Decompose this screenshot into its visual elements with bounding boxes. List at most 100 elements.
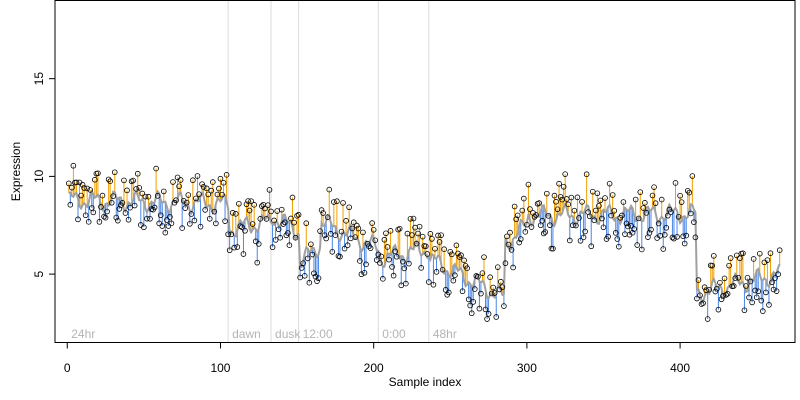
fit-segment xyxy=(297,233,322,268)
data-point xyxy=(199,181,205,187)
data-point xyxy=(508,247,515,253)
data-point xyxy=(237,223,244,229)
data-point xyxy=(255,241,262,247)
data-point xyxy=(620,199,627,205)
data-point xyxy=(380,276,386,282)
data-point xyxy=(623,220,630,227)
data-point xyxy=(479,270,486,276)
data-point xyxy=(248,198,254,204)
data-point xyxy=(220,179,227,186)
data-point xyxy=(553,198,559,205)
data-point xyxy=(352,234,359,240)
data-point xyxy=(429,236,435,242)
data-point xyxy=(764,257,771,263)
data-point xyxy=(360,229,366,236)
data-point xyxy=(432,245,438,252)
data-point xyxy=(190,177,196,184)
data-point xyxy=(315,275,322,281)
data-point xyxy=(490,284,496,291)
data-point xyxy=(628,222,634,229)
data-point xyxy=(540,230,547,237)
data-point xyxy=(111,169,118,176)
data-point xyxy=(317,228,323,234)
data-point xyxy=(712,288,719,295)
data-point xyxy=(551,192,558,199)
data-point xyxy=(494,264,501,270)
data-point xyxy=(300,260,306,266)
data-point xyxy=(239,224,245,230)
data-point xyxy=(418,265,424,271)
data-point xyxy=(422,243,429,250)
data-point xyxy=(597,197,604,204)
data-point xyxy=(211,208,218,215)
x-tick-label: 400 xyxy=(670,361,690,375)
data-point xyxy=(435,232,441,239)
data-point xyxy=(753,294,760,301)
data-point xyxy=(90,209,97,216)
fit-segment xyxy=(427,252,504,300)
data-point xyxy=(92,176,98,183)
data-point xyxy=(65,180,72,187)
data-point xyxy=(689,173,696,179)
data-point xyxy=(105,176,112,183)
data-point xyxy=(98,204,104,210)
data-point xyxy=(467,302,473,309)
data-point xyxy=(206,215,213,222)
data-point xyxy=(291,219,297,226)
data-point xyxy=(232,211,239,217)
data-point xyxy=(741,307,748,314)
data-point xyxy=(671,235,677,242)
data-point xyxy=(521,195,527,202)
data-point xyxy=(208,187,215,194)
data-point xyxy=(236,200,242,207)
data-point xyxy=(306,279,313,286)
data-point xyxy=(536,200,542,206)
y-tick-label: 15 xyxy=(32,72,46,86)
data-point xyxy=(373,257,380,263)
data-point xyxy=(514,212,521,219)
data-point xyxy=(436,239,443,245)
data-point xyxy=(677,192,683,199)
data-point xyxy=(384,244,391,250)
data-point xyxy=(116,206,123,212)
data-point xyxy=(386,256,392,263)
data-point xyxy=(377,260,383,266)
phase-label: dusk xyxy=(275,327,301,341)
x-tick-label: 300 xyxy=(517,361,537,375)
data-point xyxy=(331,199,337,205)
data-point xyxy=(433,269,440,275)
data-point xyxy=(311,270,317,277)
data-point xyxy=(485,311,492,317)
data-point xyxy=(370,227,377,233)
data-point xyxy=(542,229,549,235)
data-point xyxy=(271,217,277,224)
data-point xyxy=(550,245,556,252)
data-point xyxy=(121,177,127,184)
data-point xyxy=(588,243,595,250)
data-point xyxy=(746,294,752,301)
data-point xyxy=(430,281,437,288)
data-point xyxy=(516,239,523,246)
data-point xyxy=(646,230,653,236)
data-point xyxy=(580,234,587,241)
data-point xyxy=(452,272,458,278)
data-point xyxy=(733,252,740,259)
data-point xyxy=(556,180,562,187)
data-point xyxy=(243,201,250,208)
data-point xyxy=(87,187,94,193)
data-point xyxy=(240,251,247,257)
data-point xyxy=(246,207,253,214)
data-point xyxy=(594,190,601,197)
data-point xyxy=(298,265,305,271)
data-point xyxy=(401,265,408,272)
data-point xyxy=(769,279,775,286)
x-tick-label: 100 xyxy=(210,361,230,375)
data-point xyxy=(600,224,607,231)
data-point xyxy=(694,295,700,302)
data-point xyxy=(231,244,238,251)
data-point xyxy=(616,243,622,250)
data-point xyxy=(268,208,274,215)
data-point xyxy=(579,199,585,205)
data-point xyxy=(501,303,507,309)
data-point xyxy=(249,221,256,227)
